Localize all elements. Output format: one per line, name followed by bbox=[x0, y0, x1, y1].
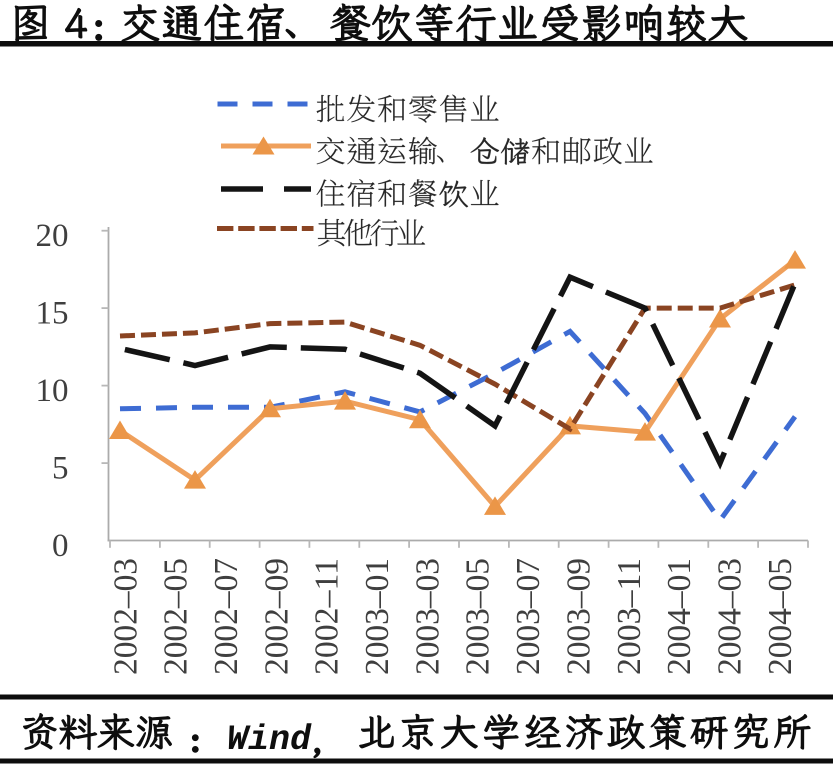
svg-text:2003–03: 2003–03 bbox=[409, 558, 446, 675]
svg-text:15: 15 bbox=[36, 296, 69, 332]
svg-text:2003–07: 2003–07 bbox=[510, 558, 547, 675]
svg-text:5: 5 bbox=[52, 451, 69, 487]
svg-text:0: 0 bbox=[52, 528, 69, 564]
svg-text:2002–03: 2002–03 bbox=[107, 558, 144, 675]
svg-text:2002–05: 2002–05 bbox=[158, 558, 195, 675]
svg-text:2004–05: 2004–05 bbox=[762, 558, 799, 675]
svg-text:2003–05: 2003–05 bbox=[460, 558, 497, 675]
svg-text:Wind: Wind bbox=[227, 720, 312, 760]
svg-text:2002–11: 2002–11 bbox=[309, 558, 346, 675]
svg-text:10: 10 bbox=[36, 373, 69, 409]
svg-text:2003–01: 2003–01 bbox=[359, 558, 396, 675]
svg-text:2003–09: 2003–09 bbox=[561, 558, 598, 675]
svg-text:20: 20 bbox=[36, 218, 69, 254]
svg-text:2002–09: 2002–09 bbox=[258, 558, 295, 675]
svg-text:2002–07: 2002–07 bbox=[208, 558, 245, 675]
svg-text:2004–03: 2004–03 bbox=[712, 558, 749, 675]
svg-text:2003–11: 2003–11 bbox=[611, 558, 648, 675]
svg-text:2004–01: 2004–01 bbox=[661, 558, 698, 675]
